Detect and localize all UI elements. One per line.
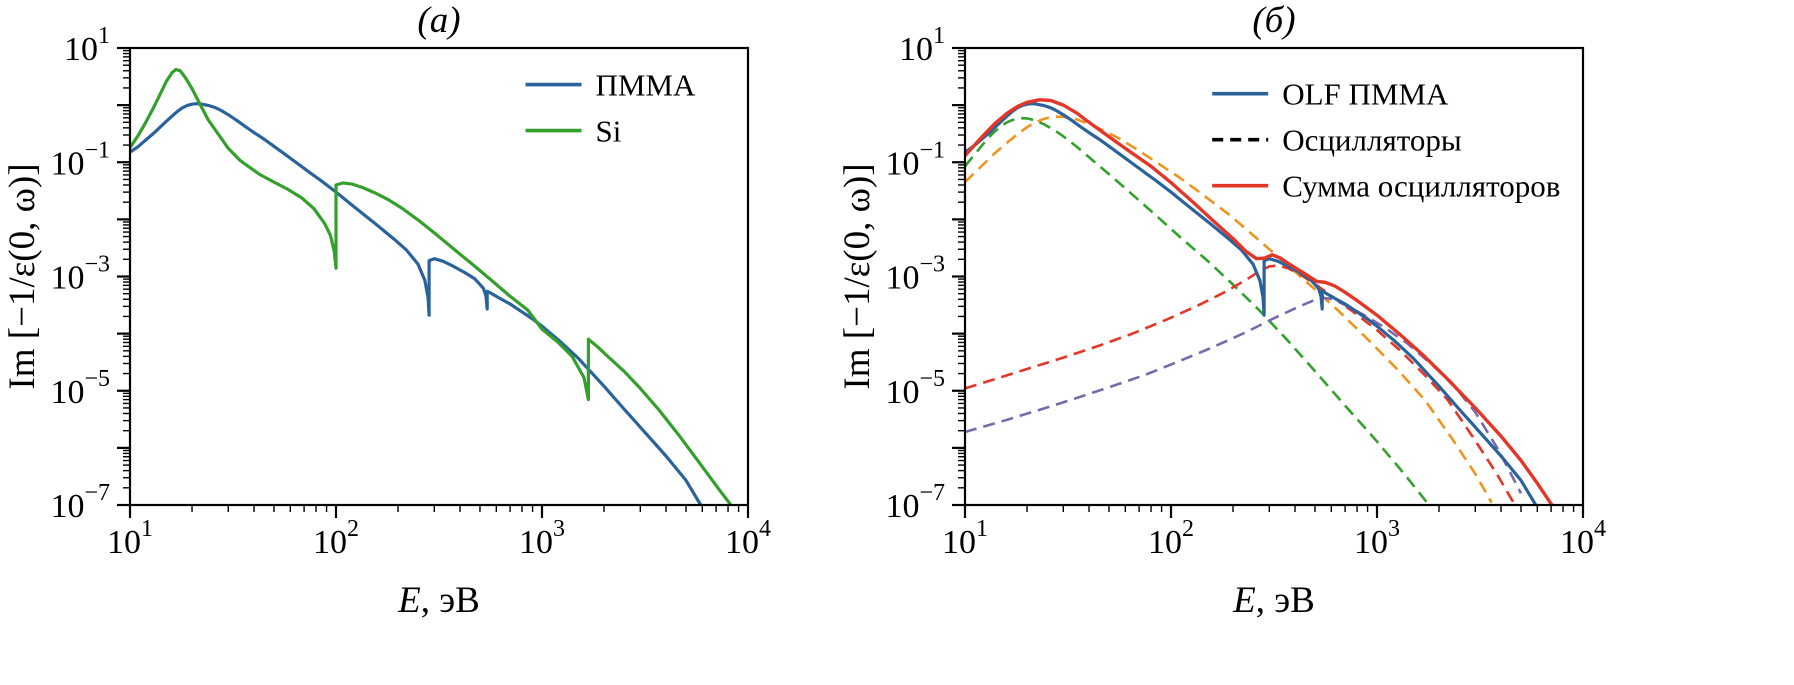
series-пмма	[130, 102, 703, 505]
legend-label-olf-пмма: OLF ПММА	[1282, 77, 1449, 112]
series-olf-пмма	[965, 102, 1538, 505]
panel-a-frame	[128, 46, 750, 507]
y-tick-label: 10−1	[885, 137, 945, 182]
x-tick-label: 102	[1148, 516, 1194, 561]
panel-a: 101 102 103 104 10−7 10−5 10−3 10−1 101 (а) E, эВ I…	[2, 0, 771, 621]
x-tick-label: 104	[725, 516, 771, 561]
y-tick-label: 101	[899, 23, 945, 68]
y-tick-label: 10−3	[885, 252, 945, 297]
y-axis-label: Im [−1/ε(0, ω)]	[2, 163, 43, 389]
legend-label-осцилляторы: Осцилляторы	[1282, 123, 1462, 158]
x-tick-label: 103	[519, 516, 565, 561]
series-осциллятор-4	[965, 296, 1523, 494]
series-si	[130, 67, 733, 505]
y-tick-label: 101	[64, 23, 110, 68]
legend-label-сумма-осцилляторов: Сумма осцилляторов	[1282, 169, 1560, 204]
x-axis-label: E, эВ	[1232, 580, 1315, 621]
x-tick-label: 104	[1560, 516, 1606, 561]
panel-b-series-group	[965, 98, 1554, 505]
panel-b: 101 102 103 104 10−7 10−5 10−3 10−1 101 (б) E, эВ I…	[837, 0, 1606, 621]
panel-title-panel-b: (б)	[1252, 0, 1295, 41]
y-tick-label: 10−5	[50, 366, 110, 411]
y-tick-label: 10−3	[50, 252, 110, 297]
x-axis-label: E, эВ	[397, 580, 480, 621]
legend-label-пмма: ПММА	[596, 68, 697, 103]
y-tick-label: 10−7	[885, 480, 945, 525]
panel-title-panel-a: (а)	[417, 0, 460, 41]
panel-b-frame	[963, 46, 1585, 507]
series-сумма-осцилляторов	[965, 98, 1554, 505]
panel-a-series-group	[130, 67, 733, 505]
x-tick-label: 103	[1354, 516, 1400, 561]
y-tick-label: 10−1	[50, 137, 110, 182]
series-осциллятор-1	[965, 116, 1432, 505]
y-tick-label: 10−5	[885, 366, 945, 411]
legend-label-si: Si	[596, 114, 622, 149]
y-tick-label: 10−7	[50, 480, 110, 525]
x-tick-label: 101	[942, 516, 988, 561]
y-axis-label: Im [−1/ε(0, ω)]	[837, 163, 878, 389]
series-осциллятор-3	[965, 264, 1515, 504]
series-осциллятор-2	[965, 115, 1493, 504]
x-tick-label: 101	[107, 516, 153, 561]
x-tick-label: 102	[313, 516, 359, 561]
